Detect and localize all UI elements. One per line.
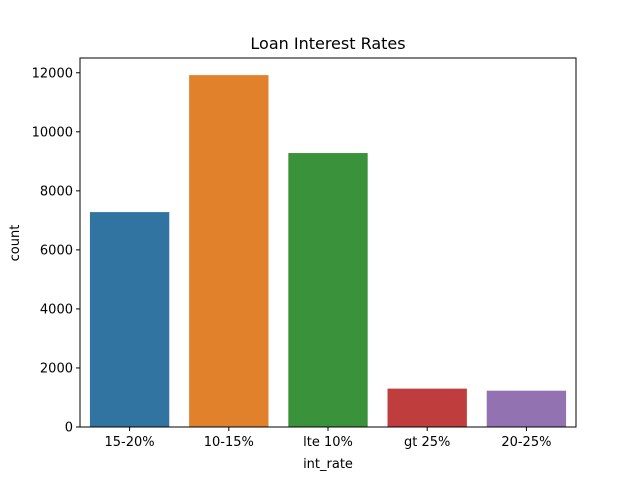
bar-15-20 [89,212,170,427]
x-tick-label: gt 25% [404,435,450,450]
bar-10-15 [189,75,269,428]
x-axis-label: int_rate [303,457,353,472]
y-tick-label: 10000 [32,125,73,140]
x-tick-label: 20-25% [501,435,551,450]
y-tick-label: 6000 [40,243,73,258]
x-tick-label: 15-20% [105,435,155,450]
chart-title: Loan Interest Rates [250,34,405,53]
y-axis-ticks: 0 2000 4000 6000 8000 10000 12000 [32,66,80,436]
axes-frame [79,57,577,428]
y-axis-label: count [8,225,23,262]
bar-20-25 [486,390,567,427]
bar-gt-25 [387,388,467,427]
bar-lte-10 [288,153,368,428]
y-tick-label: 0 [65,421,73,436]
x-axis-ticks: 15-20% 10-15% lte 10% gt 25% 20-25% [105,427,551,450]
y-tick-label: 8000 [40,184,73,199]
y-tick-label: 2000 [40,361,73,376]
x-tick-label: 10-15% [204,435,254,450]
bars-group [89,75,567,428]
y-tick-label: 4000 [40,302,73,317]
y-tick-label: 12000 [32,66,73,81]
x-tick-label: lte 10% [303,435,353,450]
